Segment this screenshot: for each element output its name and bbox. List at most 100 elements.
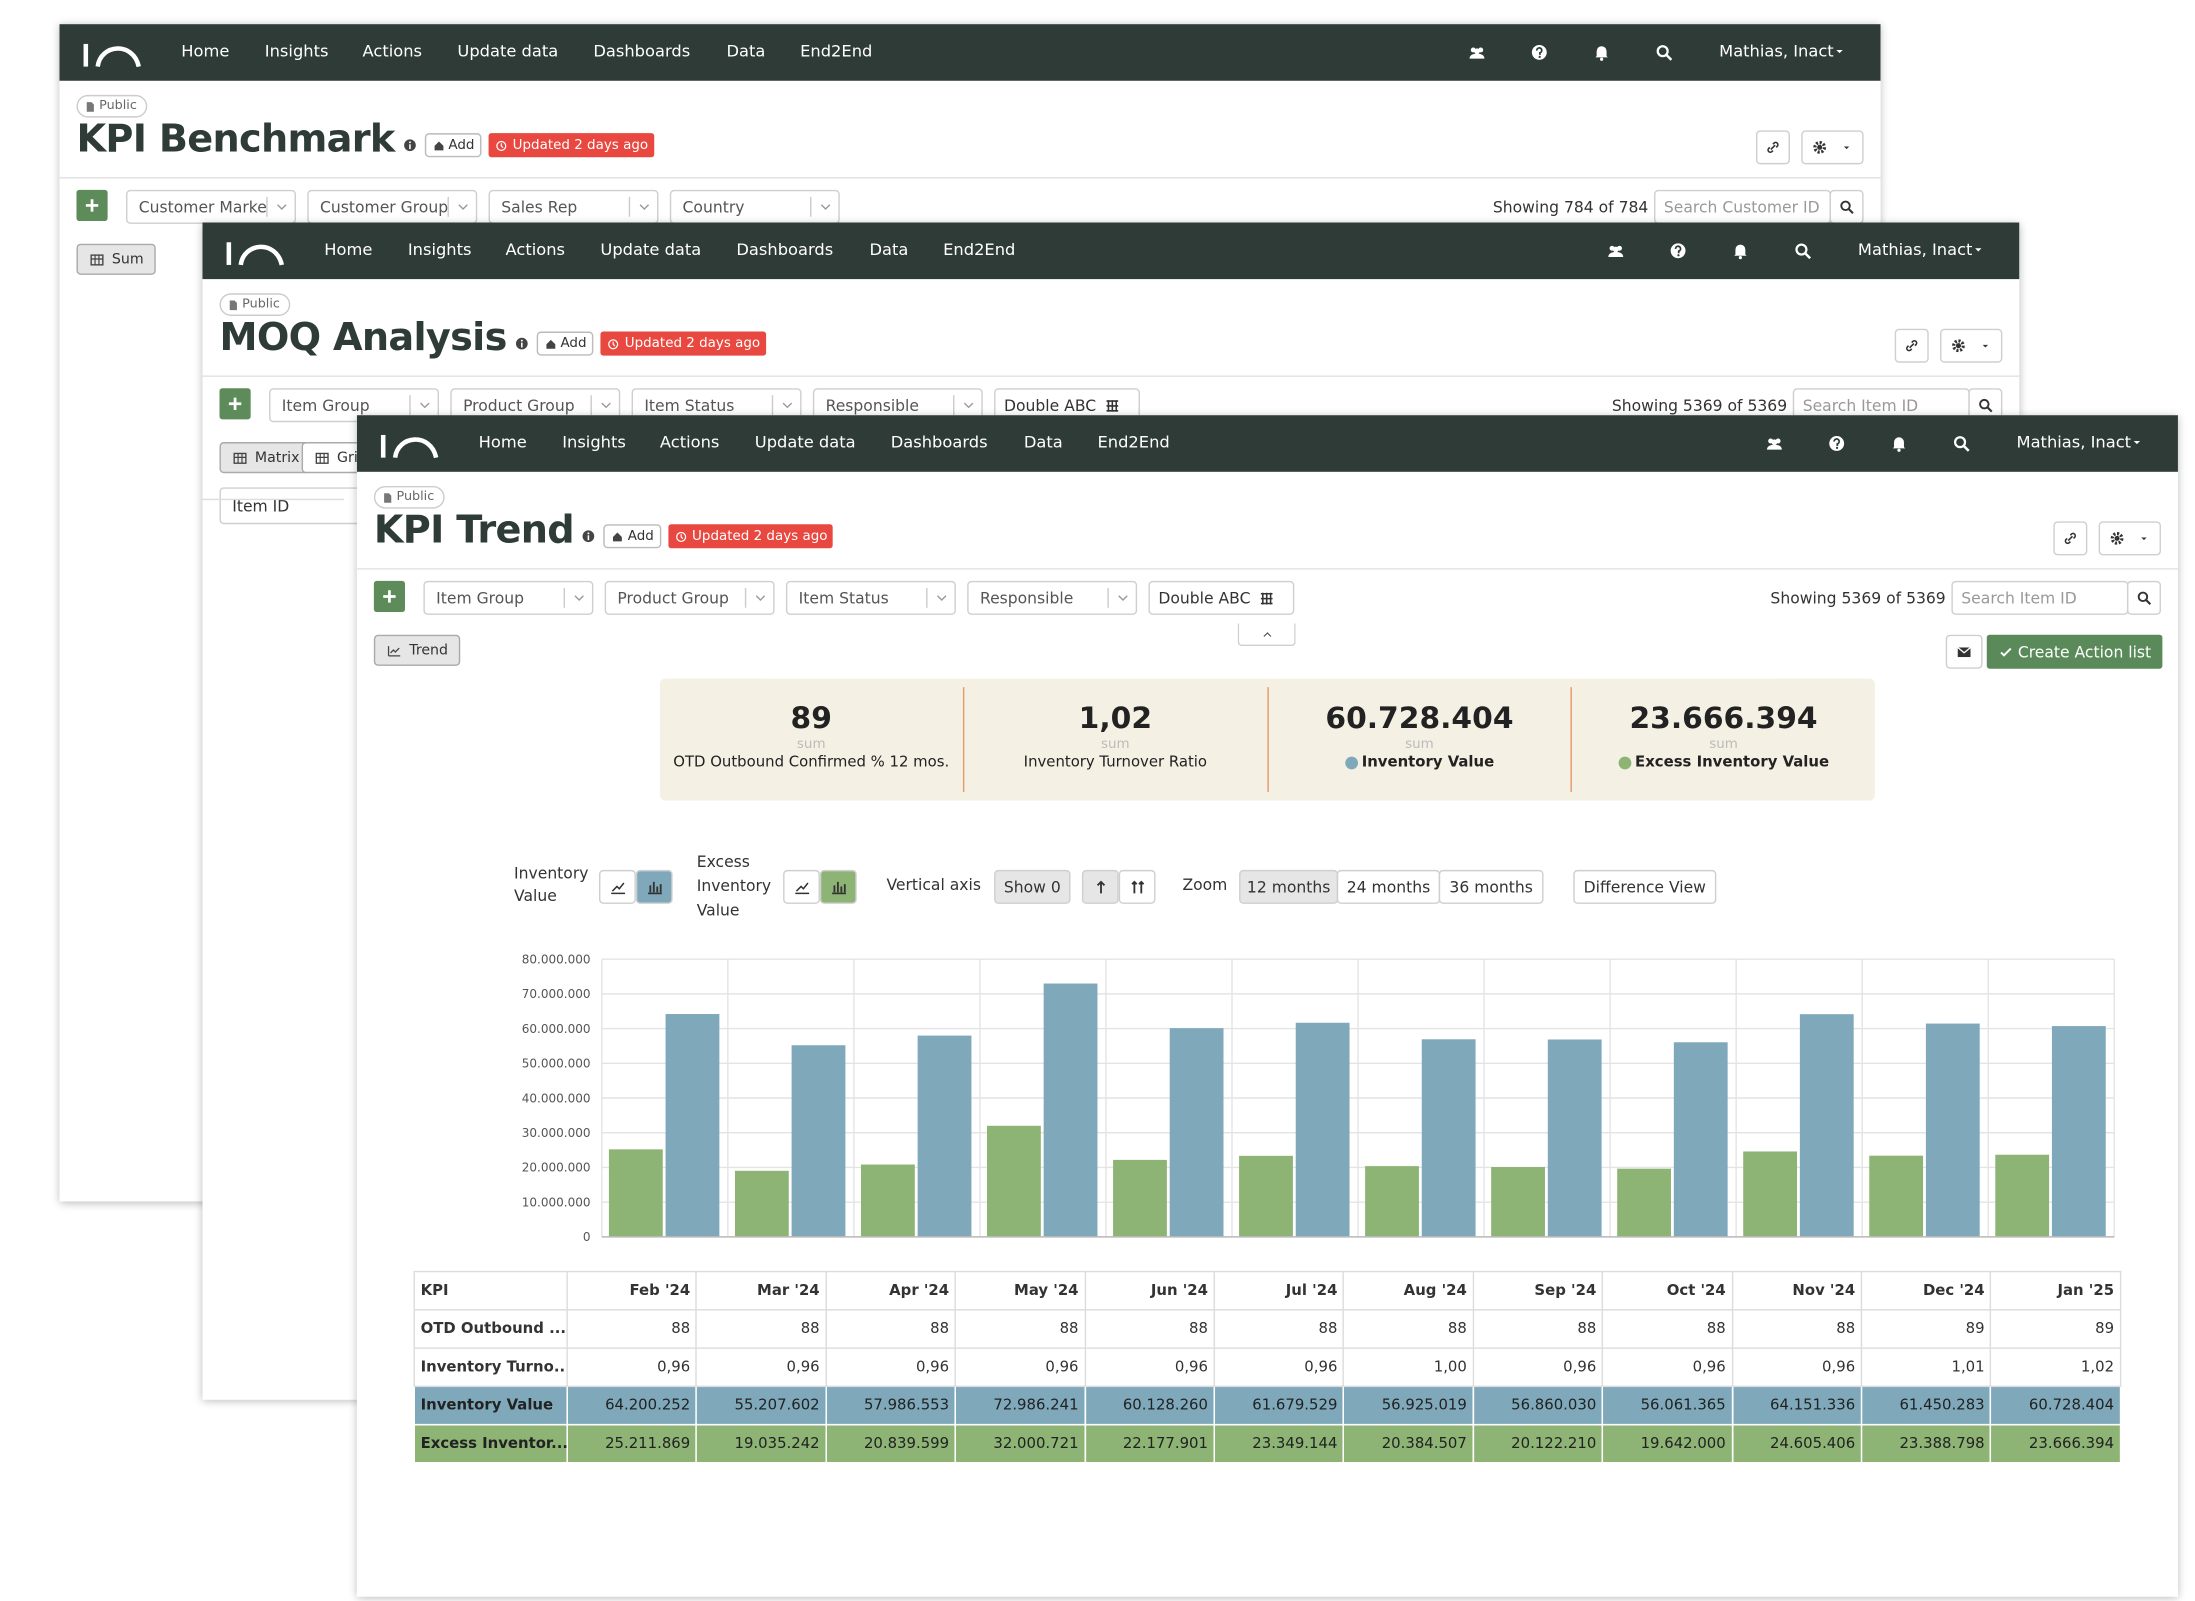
nav-link[interactable]: Update data <box>754 432 856 452</box>
view-tab[interactable]: Matrix <box>219 442 313 474</box>
add-button[interactable]: Add <box>603 524 661 549</box>
view-tab[interactable]: Trend <box>373 634 461 666</box>
difference-view-button[interactable]: Difference View <box>1573 869 1717 904</box>
icon[interactable] <box>1529 43 1549 63</box>
nav-link[interactable]: Data <box>869 239 909 260</box>
nav-link[interactable]: Actions <box>659 432 720 452</box>
icon[interactable] <box>1654 43 1674 63</box>
table-row: Inventory Value 64.200.252 55.207.602 57.98… <box>413 1385 2122 1426</box>
nav-link[interactable]: Data <box>726 41 766 61</box>
nav-link[interactable]: Insights <box>562 432 626 452</box>
zoom-option[interactable]: 36 months <box>1438 869 1544 904</box>
create-action-list-button[interactable]: Create Action list <box>1986 634 2163 669</box>
show-zero-button[interactable]: Show 0 <box>994 869 1071 904</box>
filter-dropdown[interactable]: Product Group <box>604 580 775 615</box>
add-filter-button[interactable] <box>373 580 406 613</box>
search-button[interactable] <box>2126 580 2161 615</box>
nav-link[interactable]: Actions <box>505 239 566 260</box>
nav-link[interactable]: Dashboards <box>890 432 988 452</box>
icon[interactable] <box>1606 241 1626 261</box>
nav-link[interactable]: Insights <box>264 41 329 61</box>
axis-button[interactable] <box>1118 869 1156 904</box>
nav-link[interactable]: Data <box>1023 432 1063 452</box>
settings-button[interactable] <box>1801 130 1864 165</box>
icon[interactable] <box>1951 434 1971 454</box>
user-menu[interactable]: Mathias, Inact <box>2016 432 2132 452</box>
filter-dropdown[interactable]: Country <box>669 189 840 224</box>
nav-link[interactable]: Insights <box>407 239 472 260</box>
nav-link[interactable]: Home <box>181 41 230 61</box>
header-cell: Feb '24 <box>566 1270 698 1311</box>
value-cell: 24.605.406 <box>1731 1423 1863 1464</box>
icon[interactable] <box>1730 241 1750 261</box>
filter-dropdown[interactable]: Sales Rep <box>488 189 659 224</box>
link-button[interactable] <box>1755 130 1790 165</box>
chart-type-button[interactable] <box>635 869 673 904</box>
icon[interactable] <box>1889 434 1909 454</box>
icon <box>1813 140 1827 154</box>
email-button[interactable] <box>1945 634 1983 669</box>
navbar: Home Insights Actions Update data Dashboards… <box>202 222 2020 280</box>
icon <box>85 199 99 212</box>
collapse-toggle[interactable] <box>1237 623 1296 647</box>
add-filter-button[interactable] <box>76 189 108 222</box>
nav-link[interactable]: End2End <box>800 41 873 61</box>
settings-button[interactable] <box>2098 521 2161 556</box>
chart-type-button[interactable] <box>599 869 636 904</box>
link-button[interactable] <box>2053 521 2088 556</box>
nav-link[interactable]: Update data <box>457 41 559 61</box>
add-button[interactable]: Add <box>424 133 482 158</box>
icon[interactable] <box>1764 434 1784 454</box>
nav-link[interactable]: Actions <box>362 41 423 61</box>
nav-link[interactable]: Home <box>324 239 373 260</box>
icon[interactable] <box>1592 43 1612 63</box>
kpi-card: 89 sum OTD Outbound Confirmed % 12 mos. <box>660 687 963 792</box>
chart-type-button[interactable] <box>783 869 820 904</box>
icon[interactable] <box>1827 434 1847 454</box>
value-cell: 1,01 <box>1860 1347 1992 1388</box>
zoom-option[interactable]: 24 months <box>1336 869 1441 904</box>
search-input[interactable]: Search Customer ID <box>1654 189 1832 224</box>
icon <box>820 204 831 210</box>
nav-link[interactable]: Update data <box>600 239 702 260</box>
divider <box>356 568 2178 570</box>
bar <box>1169 1028 1224 1237</box>
title-row: MOQ Analysis Add Updated 2 days ago <box>219 316 766 360</box>
search-area: Showing 784 of 784 Search Customer ID <box>1493 189 1864 224</box>
icon[interactable] <box>1668 241 1688 261</box>
settings-button[interactable] <box>1940 328 2003 363</box>
filter-dropdown[interactable]: Customer Marke <box>126 189 296 224</box>
nav-link[interactable]: End2End <box>943 239 1016 260</box>
filter-dropdown[interactable]: Item Group <box>423 580 594 615</box>
filter-dropdown[interactable]: Responsible <box>967 580 1138 615</box>
nav-link[interactable]: Dashboards <box>593 41 691 61</box>
axis-button[interactable] <box>1081 869 1119 904</box>
search-button[interactable] <box>1829 189 1864 224</box>
link-button[interactable] <box>1894 328 1929 363</box>
search-input[interactable]: Search Item ID <box>1951 580 2129 615</box>
logo[interactable] <box>82 38 141 69</box>
kpi-label: Inventory Value <box>1361 753 1495 771</box>
kpi-table: KPI Feb '24 Mar '24 Apr '24 May '24 Jun '24 Ju… <box>413 1270 2122 1464</box>
abc-toggle[interactable]: Double ABC <box>1148 580 1295 615</box>
button-label: 36 months <box>1449 877 1533 897</box>
view-tab[interactable]: Sum <box>76 243 157 275</box>
logo[interactable] <box>225 237 285 268</box>
user-menu[interactable]: Mathias, Inact <box>1719 41 1834 61</box>
zoom-option[interactable]: 12 months <box>1239 869 1339 904</box>
add-button[interactable]: Add <box>536 331 594 356</box>
nav-link[interactable]: Home <box>478 432 527 452</box>
icon <box>2141 537 2147 541</box>
filter-dropdown[interactable]: Customer Group <box>307 189 478 224</box>
chart-type-button[interactable] <box>819 869 857 904</box>
add-filter-button[interactable] <box>219 388 251 420</box>
filter-dropdown[interactable]: Item Status <box>785 580 956 615</box>
icon[interactable] <box>1793 241 1813 261</box>
table-row: OTD Outbound ... 88 88 88 88 88 88 88 88 88 88 89 89 <box>413 1309 2122 1349</box>
nav-link[interactable]: End2End <box>1097 432 1170 452</box>
user-menu[interactable]: Mathias, Inact <box>1857 239 1973 260</box>
logo[interactable] <box>380 429 439 460</box>
value-cell: 88 <box>1731 1309 1863 1349</box>
nav-link[interactable]: Dashboards <box>736 239 834 260</box>
icon[interactable] <box>1467 43 1487 63</box>
